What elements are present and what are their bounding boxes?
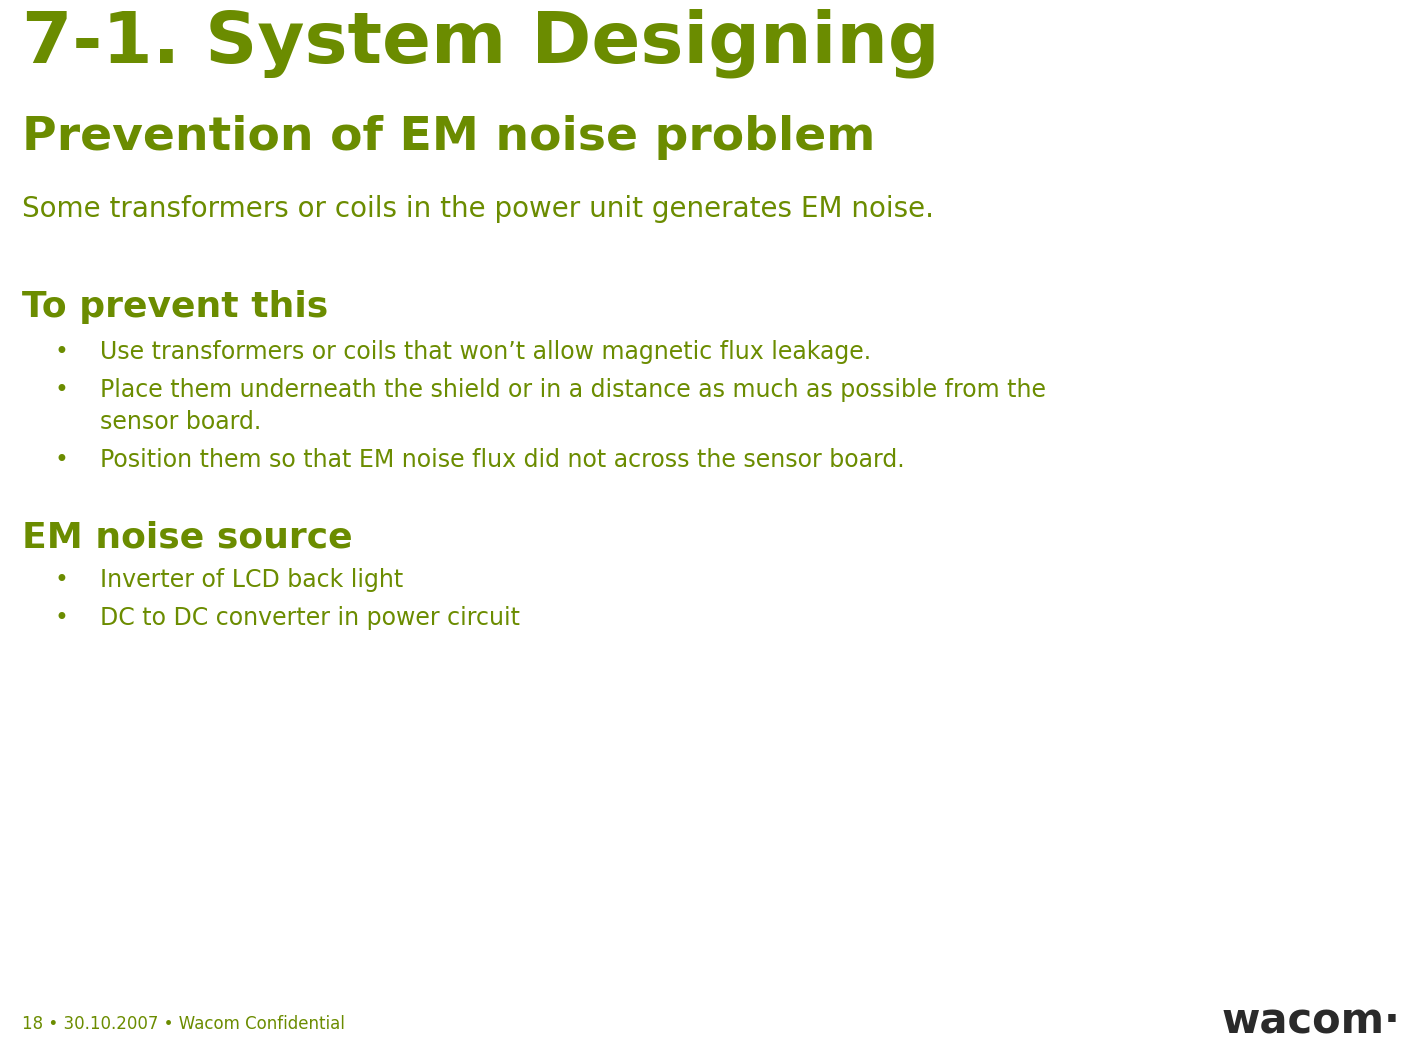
Text: •: • (56, 448, 68, 472)
Text: Use transformers or coils that won’t allow magnetic flux leakage.: Use transformers or coils that won’t all… (100, 340, 870, 364)
Text: 7-1. System Designing: 7-1. System Designing (21, 8, 939, 77)
Text: •: • (56, 606, 68, 630)
Text: •: • (56, 378, 68, 402)
Text: sensor board.: sensor board. (100, 410, 261, 434)
Text: DC to DC converter in power circuit: DC to DC converter in power circuit (100, 606, 519, 630)
Text: Inverter of LCD back light: Inverter of LCD back light (100, 568, 404, 592)
Text: To prevent this: To prevent this (21, 290, 328, 324)
Text: Place them underneath the shield or in a distance as much as possible from the: Place them underneath the shield or in a… (100, 378, 1046, 402)
Text: Prevention of EM noise problem: Prevention of EM noise problem (21, 115, 875, 160)
Text: Position them so that EM noise flux did not across the sensor board.: Position them so that EM noise flux did … (100, 448, 905, 472)
Text: 18 • 30.10.2007 • Wacom Confidential: 18 • 30.10.2007 • Wacom Confidential (21, 1015, 345, 1033)
Text: •: • (56, 568, 68, 592)
Text: •: • (56, 340, 68, 364)
Text: wacom·: wacom· (1222, 1000, 1400, 1041)
Text: Some transformers or coils in the power unit generates EM noise.: Some transformers or coils in the power … (21, 195, 935, 223)
Text: EM noise source: EM noise source (21, 520, 352, 554)
